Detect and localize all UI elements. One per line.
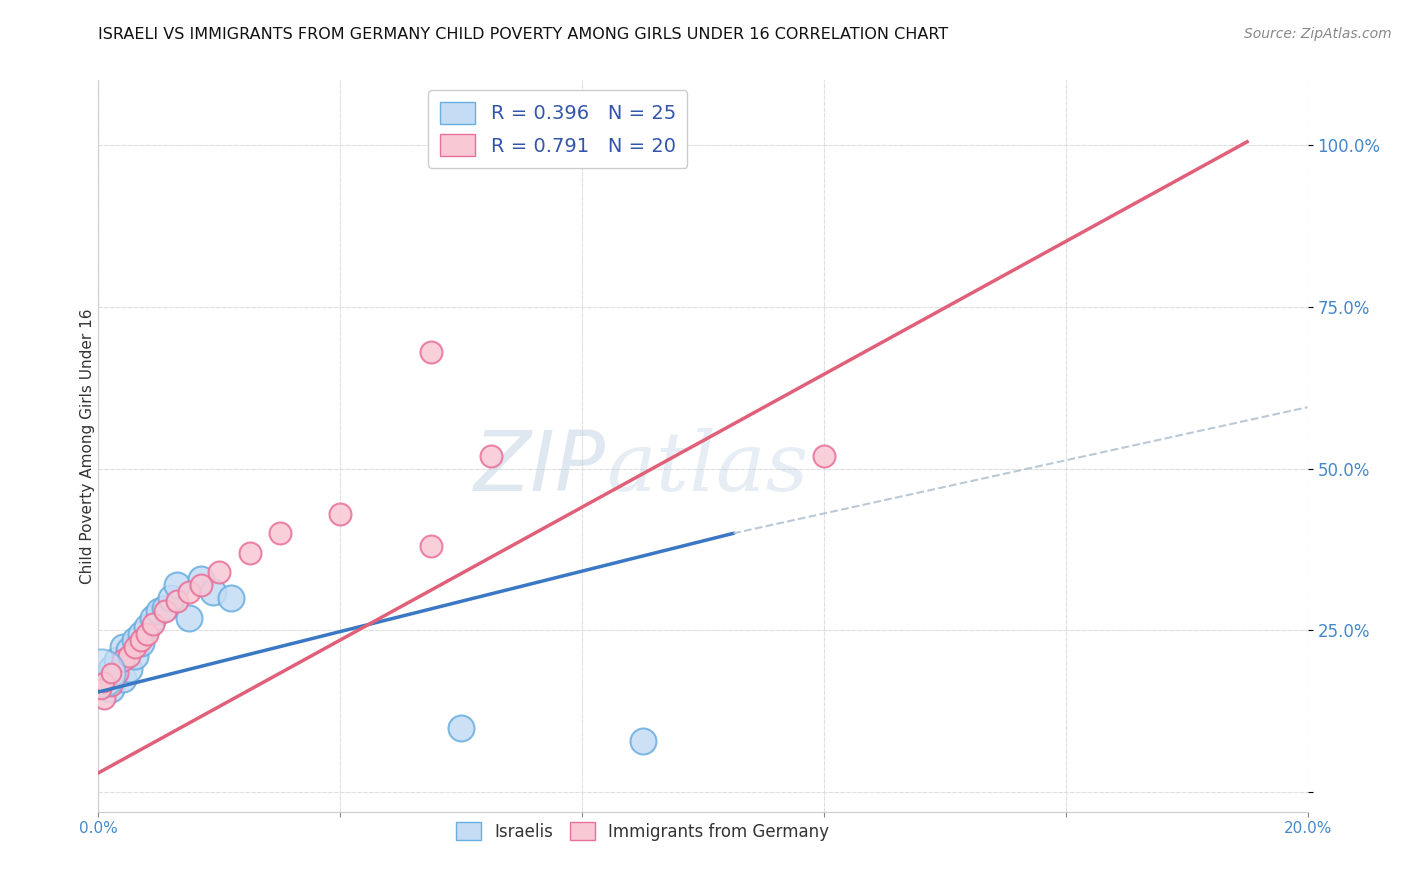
Point	[239, 546, 262, 560]
Point	[135, 620, 157, 634]
Point	[190, 572, 212, 586]
Point	[93, 691, 115, 706]
Point	[124, 649, 146, 664]
Point	[142, 617, 165, 632]
Point	[153, 604, 176, 618]
Point	[118, 649, 141, 664]
Point	[179, 610, 201, 624]
Point	[90, 665, 112, 680]
Point	[202, 584, 225, 599]
Point	[148, 604, 170, 618]
Point	[269, 526, 291, 541]
Point	[208, 566, 231, 580]
Point	[135, 626, 157, 640]
Point	[124, 633, 146, 648]
Point	[631, 733, 654, 747]
Point	[129, 626, 152, 640]
Point	[481, 449, 503, 463]
Point	[813, 449, 835, 463]
Point	[153, 600, 176, 615]
Point	[90, 681, 112, 696]
Point	[105, 665, 128, 680]
Point	[93, 675, 115, 690]
Point	[118, 662, 141, 676]
Point	[111, 652, 134, 666]
Point	[129, 636, 152, 650]
Point	[93, 672, 115, 686]
Point	[93, 678, 115, 692]
Point	[142, 610, 165, 624]
Point	[166, 578, 188, 592]
Point	[100, 678, 122, 692]
Text: atlas: atlas	[606, 428, 808, 508]
Point	[329, 507, 352, 521]
Point	[105, 652, 128, 666]
Point	[100, 681, 122, 696]
Point	[129, 633, 152, 648]
Point	[124, 640, 146, 654]
Legend: Israelis, Immigrants from Germany: Israelis, Immigrants from Germany	[450, 816, 835, 847]
Point	[118, 643, 141, 657]
Point	[450, 721, 472, 735]
Point	[420, 539, 443, 553]
Text: Source: ZipAtlas.com: Source: ZipAtlas.com	[1244, 27, 1392, 41]
Point	[111, 640, 134, 654]
Point	[100, 665, 122, 680]
Point	[166, 594, 188, 608]
Point	[179, 584, 201, 599]
Point	[160, 591, 183, 606]
Point	[221, 591, 243, 606]
Text: ISRAELI VS IMMIGRANTS FROM GERMANY CHILD POVERTY AMONG GIRLS UNDER 16 CORRELATIO: ISRAELI VS IMMIGRANTS FROM GERMANY CHILD…	[98, 27, 949, 42]
Y-axis label: Child Poverty Among Girls Under 16: Child Poverty Among Girls Under 16	[80, 309, 94, 583]
Point	[190, 578, 212, 592]
Point	[420, 345, 443, 359]
Point	[111, 672, 134, 686]
Point	[100, 662, 122, 676]
Text: ZIP: ZIP	[474, 427, 606, 508]
Point	[105, 665, 128, 680]
